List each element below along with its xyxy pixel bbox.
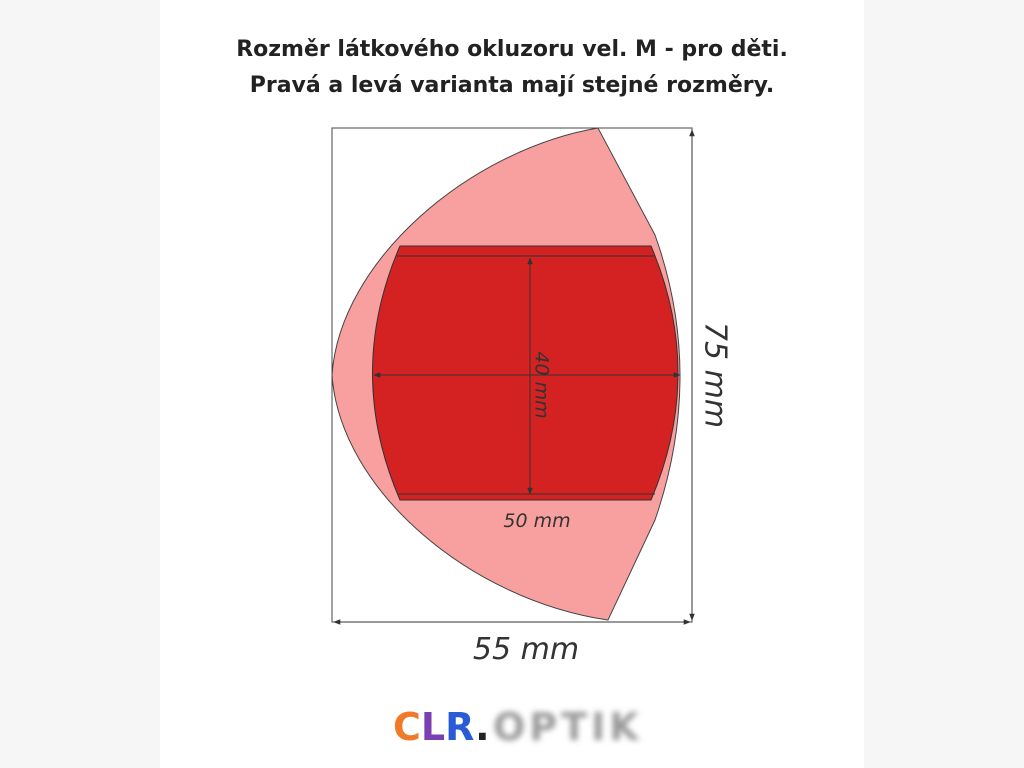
logo-letter: C	[393, 705, 421, 749]
inner-height-label: 40 mm	[531, 351, 553, 418]
title-line: Rozměr látkového okluzoru vel. M - pro d…	[236, 37, 788, 62]
logo-blurred: OPTIK	[493, 705, 643, 749]
height-label: 75 mm	[698, 322, 733, 428]
title-line: Pravá a levá varianta mají stejné rozměr…	[250, 73, 775, 98]
inner-shape	[372, 245, 679, 501]
width-label: 55 mm	[473, 632, 579, 667]
logo-letter: L	[421, 705, 445, 749]
logo-dot: .	[475, 705, 489, 749]
logo-letter: R	[445, 705, 475, 749]
logo: CLR.	[393, 705, 490, 749]
inner-width-label: 50 mm	[503, 510, 570, 532]
